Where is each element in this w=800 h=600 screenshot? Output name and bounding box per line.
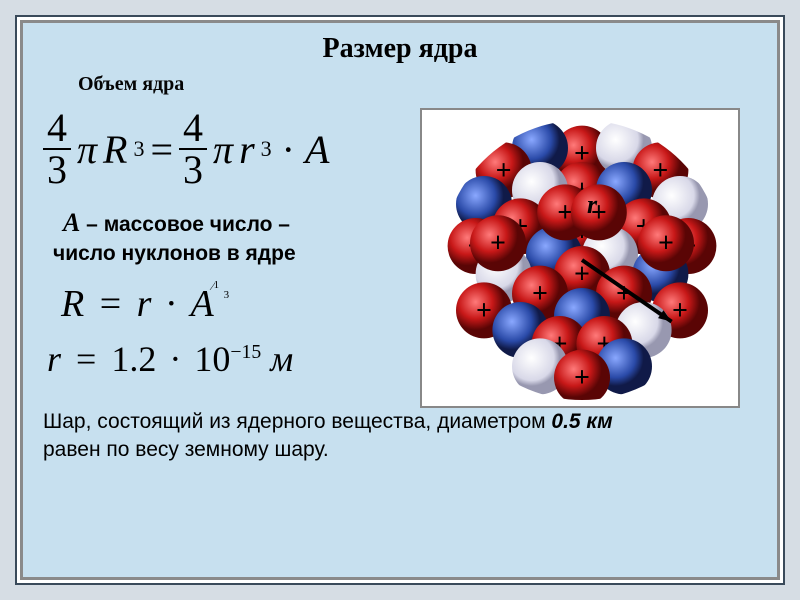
r-value-formula: r = 1.2 · 10−15 м [47, 338, 383, 380]
radius-label: r [587, 190, 597, 220]
svg-text:+: + [557, 197, 573, 228]
slide-title: Размер ядра [43, 33, 757, 65]
fraction-4-3-right: 4 3 [179, 108, 207, 190]
left-column: 4 3 πR3 = 4 3 πr3 · A А – массовое число… [43, 108, 383, 408]
svg-text:+: + [476, 295, 492, 326]
content-row: 4 3 πR3 = 4 3 πr3 · A А – массовое число… [43, 108, 757, 408]
nucleus-svg: +++++++++++++++++++++ [442, 120, 722, 400]
volume-subtitle: Объем ядра [78, 73, 757, 96]
nucleus-illustration: +++++++++++++++++++++ r [420, 108, 740, 408]
right-column: +++++++++++++++++++++ r [403, 108, 757, 408]
slide-panel: Размер ядра Объем ядра 4 3 πR3 = 4 3 πr3 [20, 20, 780, 580]
comparison-text: Шар, состоящий из ядерного вещества, диа… [43, 408, 757, 465]
svg-text:+: + [658, 228, 674, 259]
volume-formula: 4 3 πR3 = 4 3 πr3 · A [43, 108, 383, 190]
mass-number-desc-line2: число нуклонов в ядре [53, 242, 383, 266]
svg-text:+: + [672, 295, 688, 326]
exponent-1-3: 1∕3 [214, 281, 230, 301]
svg-text:+: + [574, 363, 590, 394]
radius-formula: R = r · A1∕3 [61, 282, 383, 326]
fraction-4-3-left: 4 3 [43, 108, 71, 190]
outer-frame: Размер ядра Объем ядра 4 3 πR3 = 4 3 πr3 [15, 15, 785, 585]
svg-text:+: + [490, 228, 506, 259]
mass-number-desc-line1: А – массовое число – [63, 208, 383, 238]
svg-text:+: + [532, 279, 548, 310]
